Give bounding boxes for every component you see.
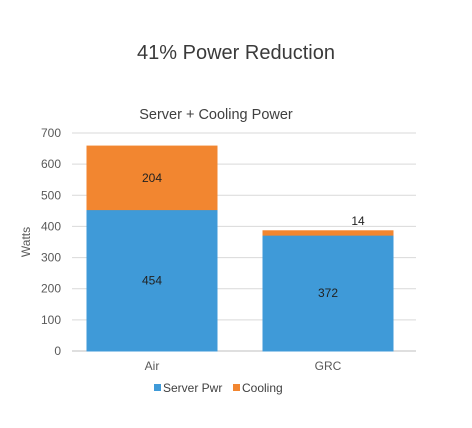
y-tick-label: 700 bbox=[41, 126, 61, 140]
legend-swatch bbox=[233, 384, 240, 391]
category-label: Air bbox=[145, 359, 160, 373]
data-label: 454 bbox=[142, 273, 162, 287]
y-tick-label: 100 bbox=[41, 313, 61, 327]
bar-segment bbox=[262, 230, 394, 236]
legend-label: Cooling bbox=[242, 381, 283, 395]
data-label: 204 bbox=[142, 171, 162, 185]
y-tick-label: 200 bbox=[41, 282, 61, 296]
category-labels: Air GRC bbox=[145, 359, 342, 373]
y-tick-label: 600 bbox=[41, 157, 61, 171]
page-headline: 41% Power Reduction bbox=[137, 42, 335, 64]
data-label: 372 bbox=[318, 286, 338, 300]
y-tick-label: 400 bbox=[41, 219, 61, 233]
data-label: 14 bbox=[351, 214, 365, 228]
y-tick-label: 500 bbox=[41, 188, 61, 202]
y-axis-label: Watts bbox=[19, 227, 33, 257]
legend-label: Server Pwr bbox=[163, 381, 222, 395]
category-label: GRC bbox=[315, 359, 342, 373]
y-tick-label: 0 bbox=[54, 344, 61, 358]
bar-segment bbox=[86, 145, 218, 211]
y-tick-labels: 0 100 200 300 400 500 600 700 bbox=[41, 126, 61, 358]
bars: 454 204 372 14 bbox=[86, 145, 394, 352]
chart-title: Server + Cooling Power bbox=[139, 107, 293, 123]
bar-segment bbox=[86, 209, 218, 352]
y-tick-label: 300 bbox=[41, 251, 61, 265]
bar-segment bbox=[262, 234, 394, 352]
legend: Server Pwr Cooling bbox=[154, 381, 283, 395]
legend-swatch bbox=[154, 384, 161, 391]
